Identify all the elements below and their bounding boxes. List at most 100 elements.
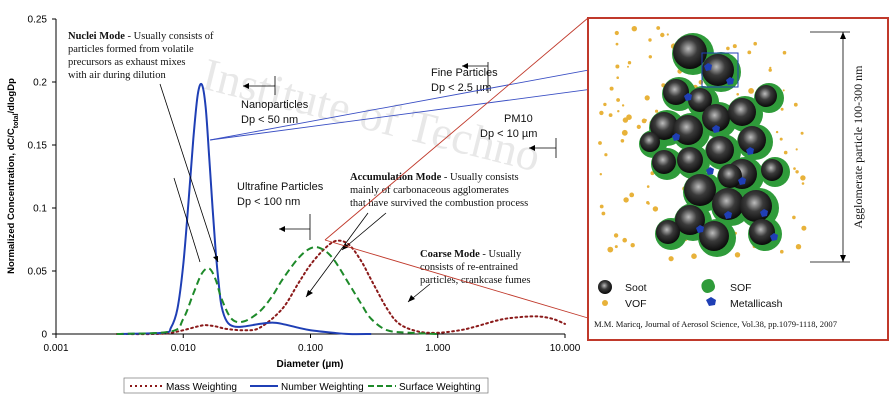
vof-dot (795, 148, 798, 151)
vof-dot (601, 211, 606, 216)
nanoparticles-arrowhead (243, 83, 249, 89)
vof-dot (734, 252, 741, 258)
vof-dot (644, 119, 647, 122)
vof-dot (732, 44, 737, 49)
soot-particle (718, 164, 742, 188)
pm10-label: PM10 (504, 113, 533, 125)
vof-dot (648, 38, 652, 42)
vof-dot (792, 215, 796, 220)
inset-legend-soot: Soot (625, 282, 647, 294)
vof-dot (599, 204, 604, 209)
legend-mass-label: Mass Weighting (166, 382, 237, 393)
metallic-ash-fragment (770, 233, 778, 241)
coarse-pointer-head (408, 295, 415, 302)
vof-dot (748, 88, 754, 94)
vof-dot (613, 233, 619, 238)
y-axis-label-sub: total (13, 113, 20, 128)
soot-particle (728, 98, 756, 126)
nuclei-mode-title: Nuclei Mode (68, 31, 125, 42)
vof-dot (666, 33, 669, 36)
soot-particle (663, 79, 689, 105)
vof-dot (629, 192, 635, 198)
y-tick-label: 0.1 (33, 204, 47, 215)
y-tick-label: 0.05 (28, 267, 48, 278)
vof-dot (615, 42, 619, 46)
soot-particle (755, 85, 777, 107)
vof-dot (636, 124, 641, 129)
vof-dot (782, 89, 785, 92)
ultrafine-label: Ultrafine Particles (237, 181, 324, 193)
soot-particle (673, 115, 703, 145)
soot-particle (699, 221, 729, 251)
pm10-dp: Dp < 10 µm (480, 128, 537, 140)
metallic-ash-fragment (726, 77, 734, 85)
nuclei-mode-line2: particles formed from volatile (68, 44, 194, 55)
accumulation-line2: mainly of carbonaceous agglomerates (350, 185, 509, 196)
fine-particles-dp: Dp < 2.5 µm (431, 82, 491, 94)
coarse-line1: Coarse Mode - Usually (420, 249, 522, 260)
accumulation-line1: Accumulation Mode - Usually consists (350, 172, 519, 183)
vof-dot (795, 244, 802, 250)
vof-dot (614, 245, 618, 249)
vof-dot (782, 50, 787, 55)
nuclei-pointer-2 (173, 177, 201, 263)
vof-dot (655, 109, 659, 113)
vof-dot (604, 153, 608, 157)
vof-dot (631, 26, 637, 32)
accumulation-pointer-2 (305, 212, 369, 298)
vof-dot (660, 32, 665, 38)
vof-dot (795, 170, 799, 174)
nanoparticles-label: Nanoparticles (241, 99, 309, 111)
accumulation-rest: - Usually consists (441, 172, 518, 183)
vof-dot (668, 256, 674, 262)
x-tick-label: 1.000 (425, 343, 450, 354)
soot-particle (677, 147, 703, 173)
series-line-surface-weighting (116, 246, 438, 335)
series-line-number-weighting (116, 82, 372, 336)
vof-dot (646, 201, 650, 205)
legend-box (123, 377, 489, 394)
x-axis-label: Diameter (µm) (277, 359, 344, 370)
x-tick-label: 10.000 (550, 343, 581, 354)
series-line-mass-weighting (115, 239, 566, 336)
metallic-ash-fragment (738, 177, 746, 185)
metallic-ash-fragment (684, 93, 692, 101)
soot-particle (652, 150, 676, 174)
coarse-line3: particles, crankcase fumes (420, 275, 531, 286)
coarse-rest: - Usually (480, 249, 522, 260)
inset-connector-3 (324, 17, 589, 241)
zoom-box (701, 52, 739, 88)
vof-dot (783, 150, 788, 155)
vof-dot (599, 173, 602, 176)
nuclei-pointer-1 (159, 83, 219, 263)
nuclei-mode-line3: precursors as exhaust mixes (68, 57, 186, 68)
soot-particle (706, 136, 734, 164)
y-tick-label: 0.2 (33, 78, 47, 89)
pm10-arrowhead (529, 145, 535, 151)
nanoparticles-dp: Dp < 50 nm (241, 114, 298, 126)
inset-legend-sof: SOF (730, 282, 752, 294)
legend-number-label: Number Weighting (281, 382, 364, 393)
metallic-ash-fragment (760, 209, 768, 217)
vof-dot (609, 86, 614, 91)
series-layer (115, 82, 566, 336)
vof-dot (800, 175, 806, 181)
vof-dot (614, 30, 619, 36)
vof-dot (648, 55, 652, 59)
vof-dot (622, 237, 627, 243)
vof-dot (698, 80, 704, 85)
coarse-title: Coarse Mode (420, 249, 480, 260)
inset-legend: Soot SOF VOF Metallicash (598, 279, 783, 310)
vof-dot (599, 110, 604, 116)
metallic-ash-fragment (706, 167, 714, 175)
vof-dot (621, 129, 628, 136)
vof-dot (615, 64, 620, 69)
vof-dot (801, 225, 807, 231)
soot-particle (761, 159, 783, 181)
inset-legend-metallic-ash: Metallicash (730, 298, 783, 310)
vof-dot (780, 249, 784, 254)
vof-dot (620, 139, 625, 143)
metallic-ash-fragment (704, 63, 712, 71)
metallic-ash-fragment (672, 133, 680, 141)
vof-dot (603, 102, 607, 107)
